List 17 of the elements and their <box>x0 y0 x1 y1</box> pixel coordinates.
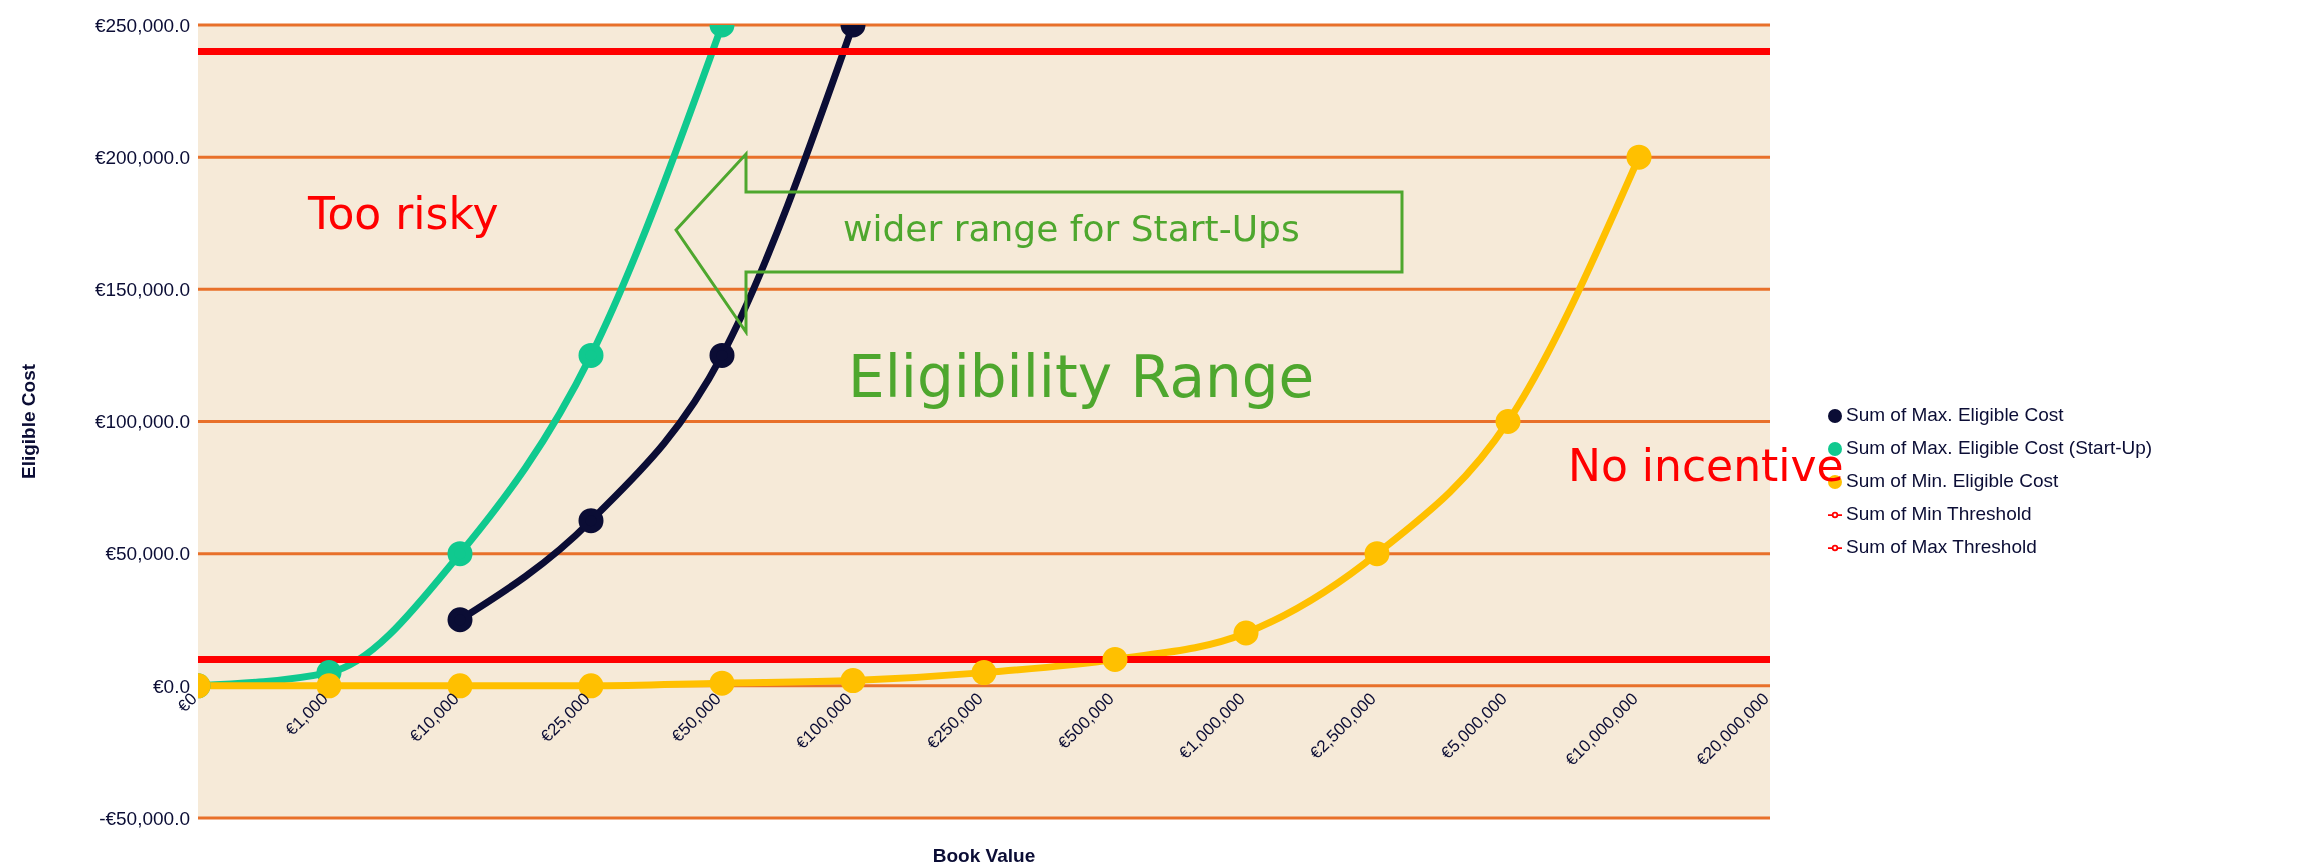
y-tick-label: -€50,000.0 <box>99 807 190 829</box>
legend-label: Sum of Min. Eligible Cost <box>1846 470 2059 491</box>
annotation: Too risky <box>308 188 499 239</box>
annotation: Eligibility Range <box>848 343 1315 411</box>
x-axis-title: Book Value <box>932 845 1036 866</box>
y-tick-label: €50,000.0 <box>105 543 190 565</box>
legend-label: Sum of Max. Eligible Cost (Start-Up) <box>1846 437 2153 458</box>
y-tick-label: €200,000.0 <box>94 146 190 168</box>
legend-label: Sum of Max. Eligible Cost <box>1846 404 2064 425</box>
annotation: wider range for Start-Ups <box>843 208 1300 249</box>
annotation: No incentive <box>1568 440 1844 491</box>
y-tick-label: €150,000.0 <box>94 279 190 301</box>
y-axis-title: Eligible Cost <box>17 363 39 480</box>
legend-label: Sum of Min Threshold <box>1846 503 2032 524</box>
legend-label: Sum of Max Threshold <box>1846 536 2037 557</box>
y-tick-label: €250,000.0 <box>94 14 190 36</box>
y-tick-label: €100,000.0 <box>94 411 190 433</box>
